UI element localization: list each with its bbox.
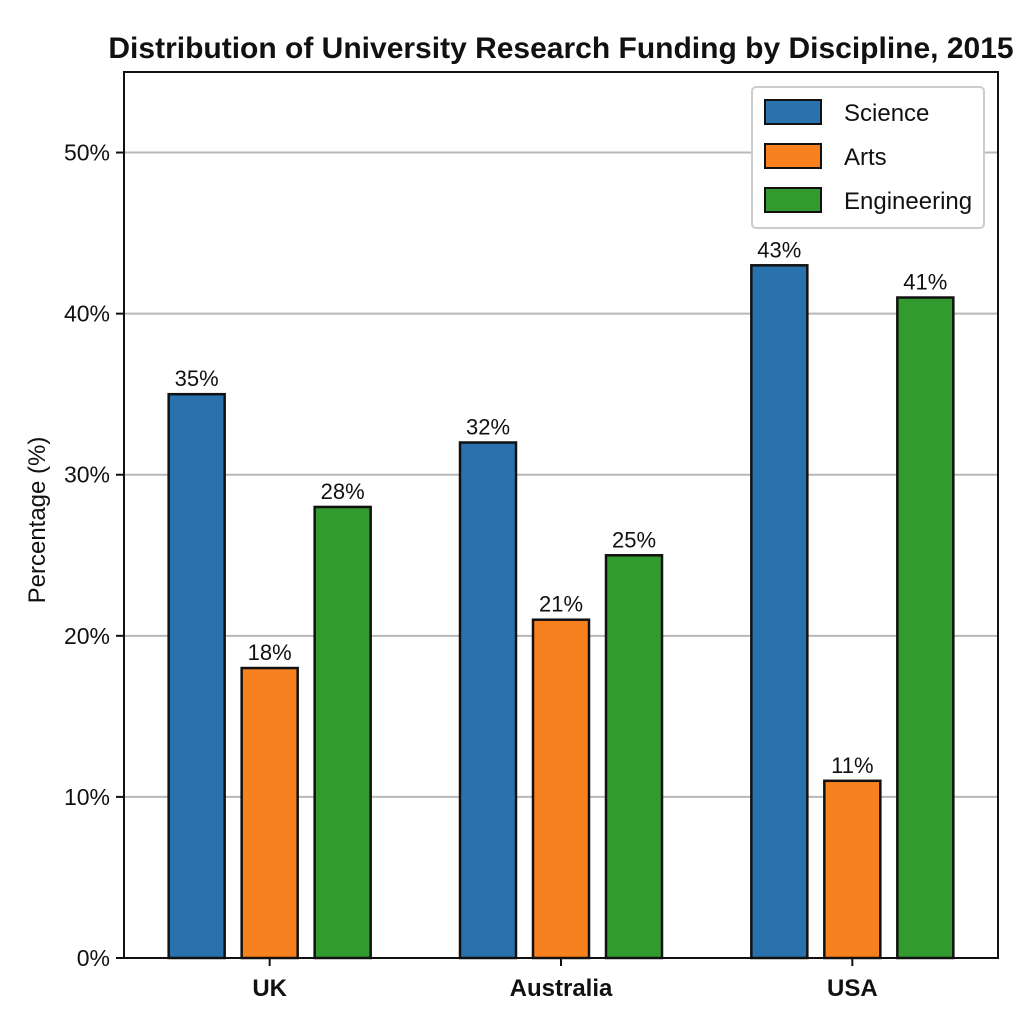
legend-label-arts: Arts bbox=[844, 144, 887, 171]
data-label: 43% bbox=[757, 237, 801, 262]
legend: Science Arts Engineering bbox=[751, 86, 985, 229]
labels: 0% 10% 20% 30% 40% 50% 35% 18% 28% UK 32% 21% 25% Aus… bbox=[64, 140, 947, 1002]
y-tick-label: 40% bbox=[64, 301, 110, 327]
x-tick-label: UK bbox=[252, 975, 287, 1002]
bar-arts-usa bbox=[823, 779, 882, 960]
y-tick-label: 10% bbox=[64, 784, 110, 810]
data-label: 28% bbox=[321, 479, 365, 504]
y-axis-label: Percentage (%) bbox=[24, 437, 51, 604]
plot-border bbox=[123, 71, 999, 959]
data-label: 18% bbox=[248, 640, 292, 665]
y-tick-label: 20% bbox=[64, 623, 110, 649]
data-label: 35% bbox=[175, 366, 219, 391]
legend-label-science: Science bbox=[844, 100, 929, 127]
y-tick-label: 50% bbox=[64, 140, 110, 166]
legend-swatch-science bbox=[764, 99, 822, 125]
data-label: 41% bbox=[903, 270, 947, 295]
legend-swatch-engineering bbox=[764, 187, 822, 213]
x-tick-label: Australia bbox=[510, 975, 613, 1002]
plot-frame bbox=[116, 71, 999, 966]
bar-arts-uk bbox=[240, 666, 299, 960]
legend-swatch-arts bbox=[764, 143, 822, 169]
bar-arts-australia bbox=[531, 618, 591, 960]
bars bbox=[167, 264, 955, 960]
bar-science-uk bbox=[167, 392, 226, 960]
data-label: 11% bbox=[831, 753, 873, 778]
bar-engineering-australia bbox=[604, 554, 664, 960]
bar-engineering-usa bbox=[896, 296, 955, 960]
bar-engineering-uk bbox=[313, 505, 372, 960]
x-tick-label: USA bbox=[827, 975, 878, 1002]
bar-science-usa bbox=[750, 264, 809, 960]
chart-title: Distribution of University Research Fund… bbox=[108, 32, 1013, 65]
y-tick-label: 0% bbox=[77, 945, 110, 971]
legend-label-engineering: Engineering bbox=[844, 188, 972, 215]
data-label: 25% bbox=[612, 527, 656, 552]
bar-science-australia bbox=[458, 441, 518, 960]
data-label: 21% bbox=[539, 592, 583, 617]
y-tick-label: 30% bbox=[64, 462, 110, 488]
data-label: 32% bbox=[466, 415, 510, 440]
